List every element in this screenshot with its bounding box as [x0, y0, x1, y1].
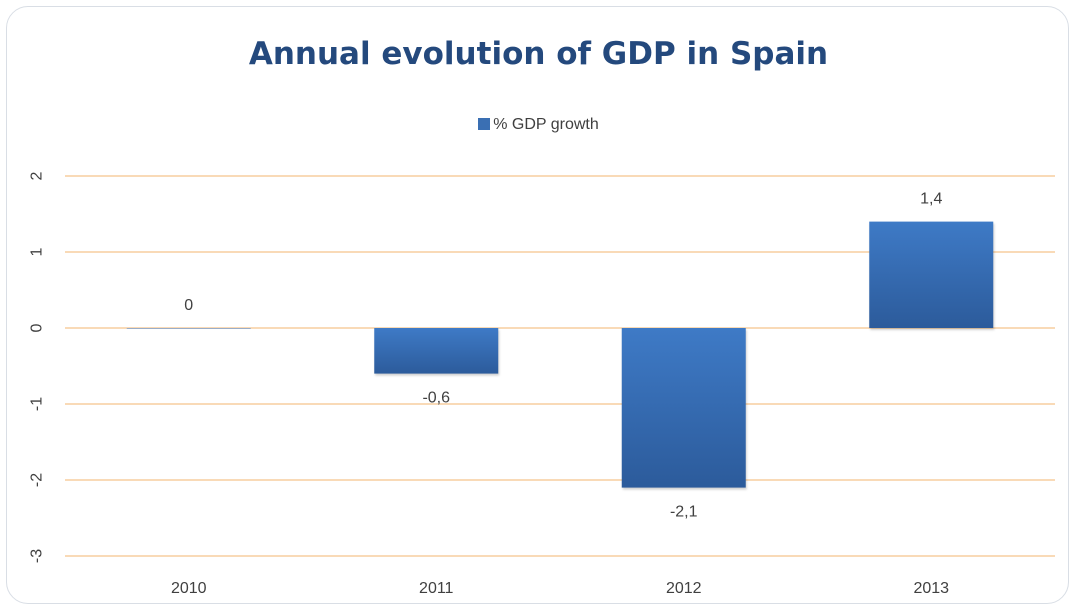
- x-tick-label: 2010: [171, 580, 207, 597]
- y-axis-ticks: 2 1 0 -1 -2 -3: [29, 171, 46, 563]
- chart-title: Annual evolution of GDP in Spain: [248, 36, 829, 72]
- legend-swatch: [478, 118, 491, 130]
- y-tick-label: -3: [29, 549, 46, 563]
- data-label: -0,6: [422, 390, 450, 407]
- bar: [621, 328, 746, 488]
- x-axis-ticks: 2010 2011 2012 2013: [171, 580, 949, 597]
- x-tick-label: 2011: [419, 580, 454, 597]
- x-tick-label: 2013: [913, 580, 949, 597]
- y-tick-label: 1: [29, 247, 46, 256]
- data-label: 0: [184, 297, 193, 314]
- bar: [869, 221, 994, 328]
- chart-legend: % GDP growth: [0, 116, 1077, 134]
- bar: [374, 328, 499, 374]
- data-labels: 0 -0,6 -2,1 1,4: [184, 191, 942, 521]
- y-tick-label: -2: [29, 473, 46, 487]
- y-tick-label: 2: [29, 171, 46, 180]
- x-tick-label: 2012: [666, 580, 702, 597]
- data-label: -2,1: [670, 504, 698, 521]
- legend-label: % GDP growth: [493, 116, 599, 133]
- bar: [126, 328, 251, 329]
- data-label: 1,4: [920, 191, 942, 208]
- y-tick-label: -1: [29, 397, 46, 411]
- bars: [126, 221, 994, 488]
- y-tick-label: 0: [29, 323, 46, 332]
